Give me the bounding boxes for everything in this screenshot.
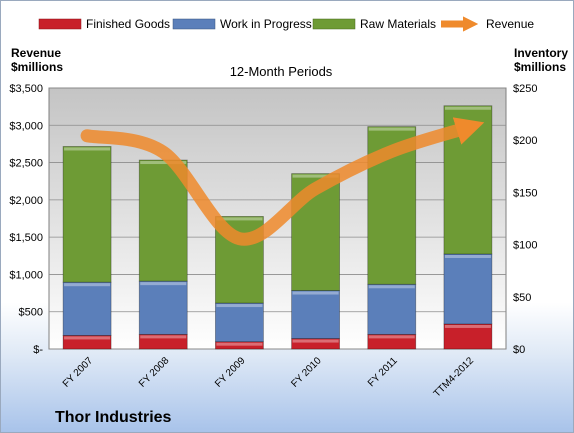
bar-highlight: [444, 106, 491, 110]
left-tick-label: $1,500: [9, 232, 43, 244]
legend-label-revenue: Revenue: [486, 17, 534, 31]
bar-highlight: [368, 127, 415, 131]
legend: Finished Goods Work in Progress Raw Mate…: [38, 16, 534, 32]
bar-work-in-progress: [443, 253, 493, 325]
chart-title: 12-Month Periods: [230, 64, 333, 79]
x-axis-ticks: FY 2007 FY 2008 FY 2009 FY 2010 FY 2011 TTM4-…: [61, 355, 477, 400]
bar-finished-goods: [443, 323, 493, 350]
x-tick-label: FY 2008: [137, 355, 172, 390]
bar-work-in-progress: [62, 281, 112, 336]
legend-swatch-work-in-progress: [172, 18, 216, 30]
left-axis-title-line2: $millions: [11, 60, 63, 74]
left-tick-label: $2,500: [9, 158, 43, 170]
bar-highlight: [140, 335, 187, 339]
right-tick-label: $50: [513, 292, 531, 304]
footer-title: Thor Industries: [55, 409, 172, 426]
bar-work-in-progress: [367, 283, 417, 335]
x-tick-label: TTM4-2012: [432, 355, 477, 400]
legend-swatch-finished-goods: [38, 18, 82, 30]
bar-work-in-progress: [138, 280, 188, 335]
x-tick-label: FY 2009: [213, 355, 248, 390]
bar-highlight: [140, 161, 187, 165]
left-tick-label: $500: [19, 307, 43, 319]
left-axis-ticks: $3,500 $3,000 $2,500 $2,000 $1,500 $1,000 $500…: [9, 83, 43, 356]
x-tick-label: FY 2010: [289, 355, 324, 390]
bar-highlight: [216, 304, 263, 308]
x-tick-label: FY 2007: [61, 355, 96, 390]
right-tick-label: $250: [513, 83, 537, 95]
bar-highlight: [216, 342, 263, 346]
right-tick-label: $0: [513, 344, 525, 356]
bar-highlight: [216, 217, 263, 221]
bar-highlight: [444, 254, 491, 258]
left-tick-label: $-: [33, 344, 43, 356]
bar-work-in-progress: [291, 290, 340, 339]
bar-highlight: [292, 174, 339, 178]
bar-highlight: [140, 282, 187, 286]
bar-highlight: [64, 147, 111, 151]
bar-work-in-progress: [215, 302, 264, 343]
left-tick-label: $1,000: [9, 269, 43, 281]
bar-highlight: [368, 335, 415, 339]
left-tick-label: $3,500: [9, 83, 43, 95]
revenue-series-line: [80, 117, 485, 246]
bar-raw-materials: [62, 146, 112, 283]
bar-finished-goods: [62, 335, 112, 350]
legend-label-finished-goods: Finished Goods: [86, 17, 170, 31]
bar-highlight: [292, 291, 339, 295]
right-axis-title-line1: Inventory: [514, 46, 568, 60]
bar-highlight: [444, 324, 491, 328]
right-tick-label: $150: [513, 187, 537, 199]
bar-highlight: [368, 285, 415, 289]
left-axis-title-line1: Revenue: [11, 46, 61, 60]
bar-highlight: [64, 283, 111, 287]
right-axis-ticks: $250 $200 $150 $100 $50 $0: [513, 83, 537, 356]
left-tick-label: $2,000: [9, 195, 43, 207]
right-tick-label: $200: [513, 135, 537, 147]
bar-highlight: [64, 336, 111, 340]
gridlines: [49, 87, 506, 350]
left-tick-label: $3,000: [9, 120, 43, 132]
right-tick-label: $100: [513, 240, 537, 252]
x-tick-label: FY 2011: [366, 355, 400, 389]
right-axis-title-line2: $millions: [514, 60, 566, 74]
revenue-line: [80, 117, 485, 246]
legend-swatch-raw-materials: [312, 18, 356, 30]
legend-label-work-in-progress: Work in Progress: [220, 17, 312, 31]
bar-highlight: [292, 339, 339, 343]
legend-label-raw-materials: Raw Materials: [360, 17, 436, 31]
